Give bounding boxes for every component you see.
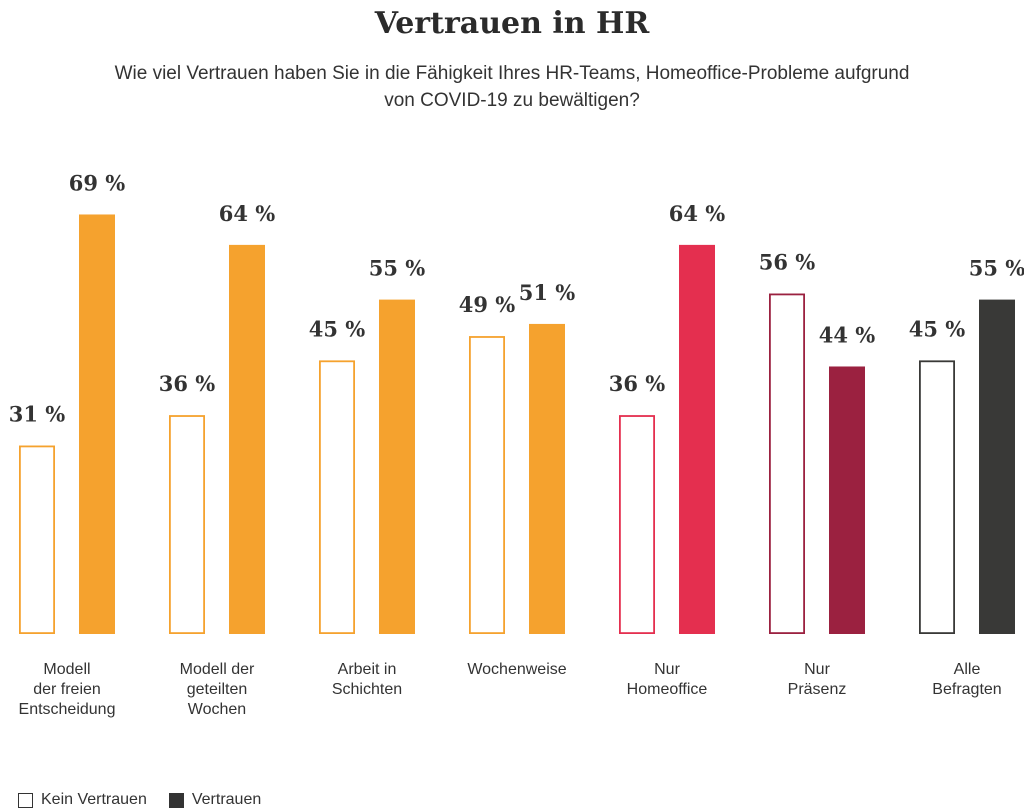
value-label-kein-vertrauen: 31 % [9, 402, 66, 427]
category-label: Modell der freien Entscheidung [0, 660, 142, 720]
value-label-kein-vertrauen: 36 % [609, 371, 666, 396]
legend: Kein Vertrauen Vertrauen [18, 790, 283, 810]
bar-kein-vertrauen [468, 336, 505, 635]
legend-item-vertrauen: Vertrauen [168, 791, 262, 809]
category-label-line: Entscheidung [18, 701, 116, 718]
category-label-line: geteilten [186, 681, 248, 698]
bar-vertrauen [229, 244, 265, 634]
category-label-line: der freien [33, 681, 101, 698]
category-label: Arbeit in Schichten [292, 660, 442, 700]
category-label-line: Nur [654, 661, 680, 678]
value-label-kein-vertrauen: 36 % [159, 371, 216, 396]
value-label-kein-vertrauen: 45 % [309, 316, 366, 341]
category-label: Wochenweise [442, 660, 592, 680]
legend-swatch-vertrauen [168, 792, 184, 808]
category-label-line: Befragten [932, 681, 1002, 698]
bar-kein-vertrauen [919, 360, 956, 634]
category-label-line: Modell der [179, 661, 255, 678]
bar-vertrauen [379, 299, 415, 634]
value-label-kein-vertrauen: 49 % [459, 292, 516, 317]
legend-label-vertrauen: Vertrauen [191, 791, 262, 808]
category-label-line: Präsenz [787, 681, 847, 698]
category-label-line: Nur [804, 661, 830, 678]
value-label-vertrauen: 69 % [69, 170, 126, 195]
category-label: Nur Präsenz [742, 660, 892, 700]
bar-vertrauen [679, 244, 715, 634]
legend-item-kein-vertrauen: Kein Vertrauen [18, 791, 147, 809]
category-label-line: Wochenweise [467, 661, 567, 678]
value-label-vertrauen: 64 % [219, 201, 276, 226]
legend-swatch-kein-vertrauen [18, 792, 33, 808]
bar-kein-vertrauen [18, 445, 56, 635]
category-label-line: Wochen [187, 701, 247, 718]
legend-label-kein-vertrauen: Kein Vertrauen [41, 791, 147, 808]
bar-vertrauen [79, 214, 115, 635]
bar-kein-vertrauen [619, 415, 656, 634]
value-label-kein-vertrauen: 45 % [909, 316, 966, 341]
category-label-line: Schichten [331, 681, 403, 698]
chart-subtitle: Wie viel Vertrauen haben Sie in die Fähi… [114, 63, 910, 111]
category-label-line: Homeoffice [626, 681, 708, 698]
bar-vertrauen [979, 299, 1015, 634]
category-label: Modell der geteilten Wochen [142, 660, 292, 720]
category-label-line: Arbeit in [337, 661, 397, 678]
value-label-vertrauen: 44 % [819, 322, 876, 347]
category-label: Nur Homeoffice [592, 660, 742, 700]
bar-vertrauen [529, 323, 565, 634]
category-label-line: Alle [953, 661, 981, 678]
bar-kein-vertrauen [769, 293, 806, 635]
value-label-kein-vertrauen: 56 % [759, 250, 816, 275]
category-label-line: Modell [43, 661, 91, 678]
value-label-vertrauen: 55 % [369, 256, 426, 281]
value-label-vertrauen: 55 % [969, 256, 1024, 281]
chart-title: Vertrauen in HR [374, 6, 650, 41]
bar-vertrauen [829, 366, 865, 634]
value-label-vertrauen: 64 % [669, 201, 726, 226]
bar-kein-vertrauen [168, 415, 205, 634]
value-label-vertrauen: 51 % [519, 280, 576, 305]
category-label: Alle Befragten [892, 660, 1024, 700]
bar-kein-vertrauen [318, 360, 355, 634]
